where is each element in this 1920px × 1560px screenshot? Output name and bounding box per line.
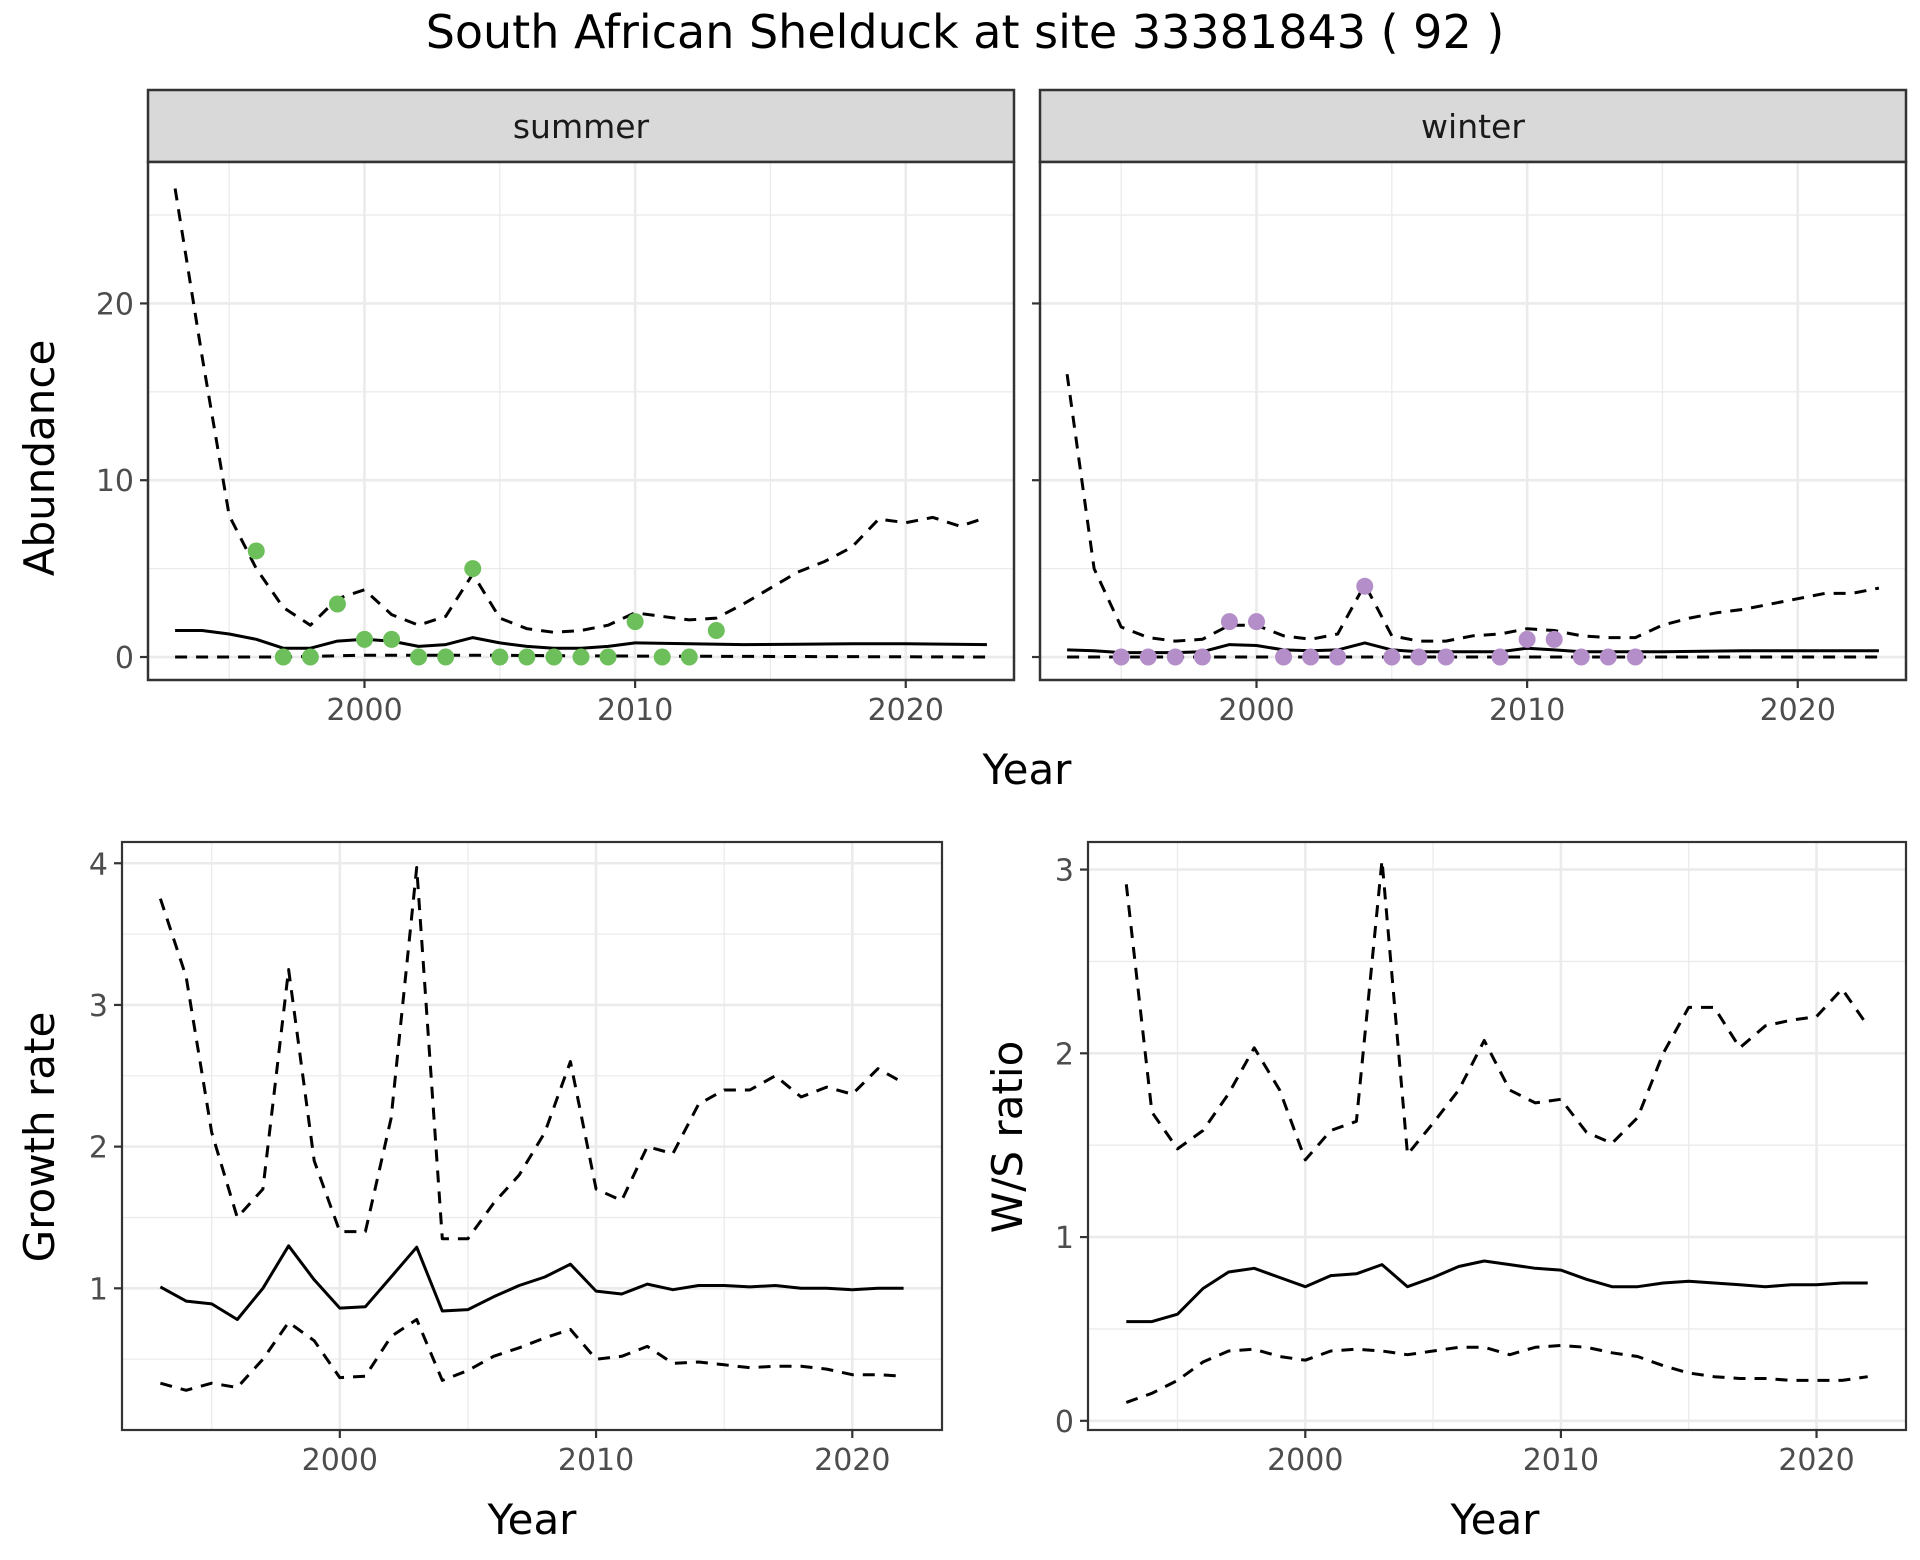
plot-area-growth: [122, 842, 942, 1430]
observed-point-winter: [1545, 630, 1563, 648]
y-tick-label: 4: [89, 847, 108, 882]
observed-point-summer: [707, 621, 725, 639]
observed-point-summer: [437, 648, 455, 666]
observed-point-summer: [653, 648, 671, 666]
upper-line-winter: [1065, 373, 1880, 643]
observed-point-winter: [1193, 648, 1211, 666]
observed-point-winter: [1220, 613, 1238, 631]
observed-point-winter: [1275, 648, 1293, 666]
observed-point-winter: [1139, 648, 1157, 666]
y-axis-title-growth: Growth rate: [15, 1012, 64, 1263]
panel-growth-rate: 2000 2010 2020 1 2 3 4: [89, 840, 944, 1478]
observed-point-summer: [383, 630, 401, 648]
upper-line-ws: [1124, 858, 1869, 1162]
panel-border-ws: [1086, 840, 1908, 1432]
y-axis-title-ws: W/S ratio: [983, 1041, 1032, 1234]
observed-point-summer: [491, 648, 509, 666]
observed-point-summer: [274, 648, 292, 666]
x-tick-label: 2020: [814, 1443, 890, 1478]
observed-point-summer: [356, 630, 373, 648]
upper-line-growth: [158, 866, 905, 1241]
observed-point-summer: [626, 613, 644, 631]
x-tick-label: 2000: [302, 1443, 378, 1478]
observed-point-winter: [1329, 648, 1347, 666]
x-tick-label: 2010: [597, 693, 673, 728]
strip-winter: [1038, 88, 1908, 164]
figure-title: South African Shelduck at site 33381843 …: [426, 5, 1505, 59]
observed-point-winter: [1518, 630, 1536, 648]
x-tick-label: 2020: [1778, 1443, 1854, 1478]
observed-point-winter: [1383, 648, 1401, 666]
x-tick-label: 2010: [1489, 693, 1565, 728]
lower-line-summer: [175, 653, 987, 659]
y-tick-label: 2: [1055, 1037, 1074, 1072]
panel-border-summer: [146, 160, 1016, 682]
observed-point-summer: [328, 595, 346, 613]
observed-point-winter: [1356, 577, 1374, 595]
x-axis-title-abundance: Year: [982, 745, 1073, 794]
observed-point-summer: [545, 648, 563, 666]
observed-point-winter: [1599, 648, 1617, 666]
lower-line-growth: [160, 1318, 904, 1392]
y-tick-label: 2: [89, 1131, 108, 1166]
observed-point-summer: [301, 648, 319, 666]
mean-line-growth: [159, 1244, 904, 1321]
x-tick-label: 2000: [326, 693, 402, 728]
observed-point-summer: [410, 648, 428, 666]
panel-ws-ratio: 2000 2010 2020 0 1 2 3: [1055, 840, 1908, 1478]
observed-point-summer: [680, 648, 698, 666]
y-tick-label: 1: [1055, 1221, 1074, 1256]
strip-summer: [146, 88, 1016, 164]
x-axis-title-growth: Year: [487, 1495, 578, 1544]
plot-area-ws: [1088, 842, 1906, 1430]
observed-point-winter: [1626, 648, 1644, 666]
y-tick-label: 1: [89, 1272, 108, 1307]
upper-line-summer: [173, 188, 988, 634]
panel-winter: 2000 2010 2020: [1032, 160, 1908, 728]
x-tick-label: 2020: [868, 693, 944, 728]
x-tick-label: 2000: [1267, 1443, 1343, 1478]
panel-border-growth: [120, 840, 944, 1432]
plot-area-winter: [1040, 162, 1906, 680]
plot-area-summer: [148, 162, 1014, 680]
observed-point-summer: [518, 648, 536, 666]
observed-point-winter: [1166, 648, 1184, 666]
y-tick-label: 0: [1055, 1405, 1074, 1440]
x-tick-label: 2010: [558, 1443, 634, 1478]
x-tick-label: 2010: [1523, 1443, 1599, 1478]
mean-line-summer: [175, 629, 987, 650]
observed-point-winter: [1491, 648, 1509, 666]
y-tick-label: 20: [96, 287, 134, 322]
observed-point-summer: [599, 648, 617, 666]
x-tick-label: 2020: [1760, 693, 1836, 728]
observed-point-winter: [1302, 648, 1320, 666]
observed-point-summer: [572, 648, 590, 666]
observed-point-winter: [1572, 648, 1590, 666]
x-tick-label: 2000: [1218, 693, 1294, 728]
x-axis-title-ws: Year: [1450, 1495, 1541, 1544]
mean-line-ws: [1126, 1259, 1868, 1324]
y-tick-label: 10: [96, 464, 134, 499]
observed-point-summer: [247, 542, 265, 560]
y-tick-label: 3: [1055, 854, 1074, 889]
observed-point-winter: [1410, 648, 1428, 666]
panel-summer: 2000 2010 2020 0 10 20: [96, 160, 1016, 728]
y-axis-title-abundance: Abundance: [15, 340, 64, 577]
observed-point-winter: [1112, 648, 1130, 666]
observed-point-summer: [464, 560, 482, 578]
y-tick-label: 3: [89, 989, 108, 1024]
observed-point-winter: [1437, 648, 1455, 666]
strip-label-winter: winter: [1421, 107, 1525, 146]
observed-point-winter: [1248, 613, 1265, 631]
panel-border-winter: [1038, 160, 1908, 682]
y-tick-label: 0: [115, 641, 134, 676]
strip-label-summer: summer: [513, 107, 650, 146]
lower-line-ws: [1125, 1344, 1868, 1404]
